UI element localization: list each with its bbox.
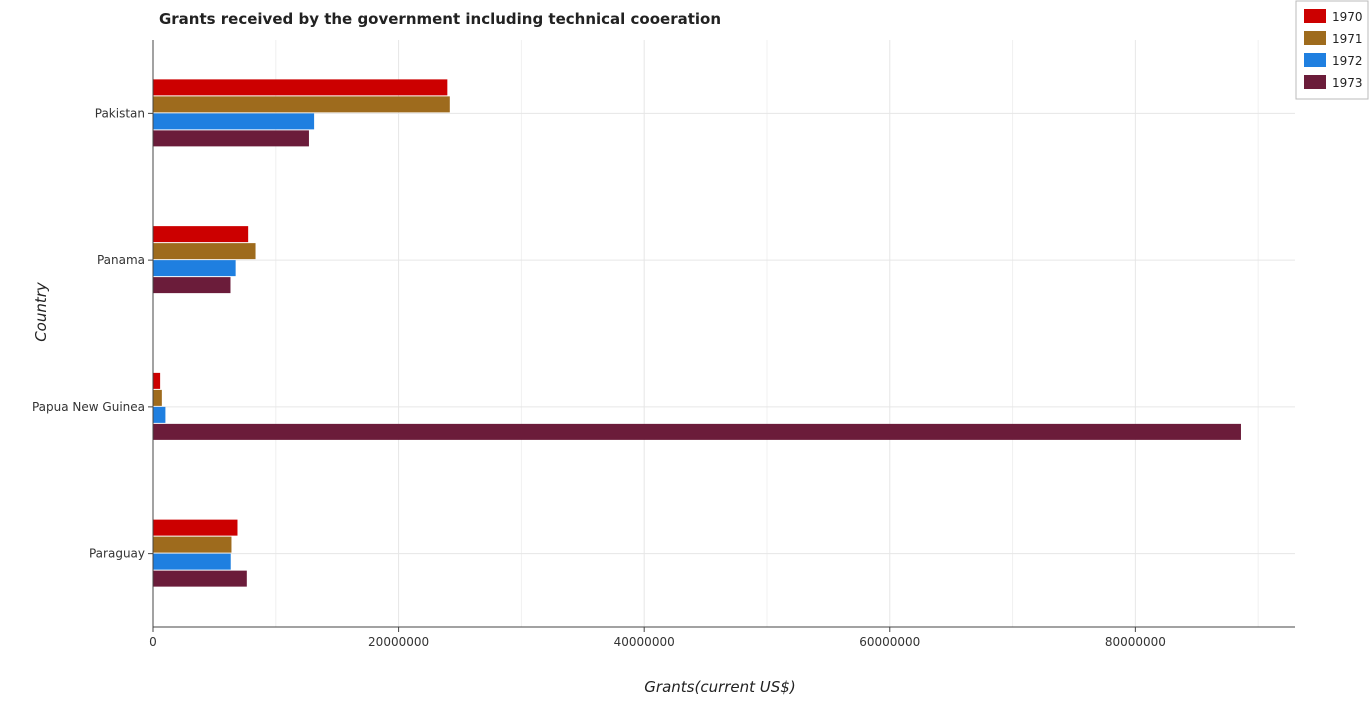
legend-swatch — [1304, 9, 1326, 23]
grid-lines — [152, 40, 1295, 627]
y-tick-label: Pakistan — [95, 106, 145, 120]
legend-label: 1971 — [1332, 32, 1363, 46]
bar — [153, 96, 450, 113]
bar — [153, 372, 161, 389]
bar — [153, 406, 166, 423]
bar — [153, 113, 315, 130]
legend-swatch — [1304, 75, 1326, 89]
bar — [153, 79, 448, 96]
legend-swatch — [1304, 31, 1326, 45]
bar — [153, 553, 231, 570]
y-tick-label: Papua New Guinea — [32, 400, 145, 414]
legend-label: 1972 — [1332, 54, 1363, 68]
x-tick-label: 0 — [149, 635, 157, 649]
y-tick-label: Panama — [97, 253, 145, 267]
x-tick-label: 4000000​0 — [614, 635, 675, 649]
x-axis-label: Grants(current US$) — [644, 678, 795, 696]
legend-swatch — [1304, 53, 1326, 67]
bar — [153, 277, 231, 294]
bar — [153, 389, 162, 406]
bar — [153, 570, 247, 587]
legend-label: 1970 — [1332, 10, 1363, 24]
x-tick-label: 2000000​0 — [368, 635, 429, 649]
y-tick-label: Paraguay — [89, 547, 145, 561]
legend-label: 1973 — [1332, 76, 1363, 90]
bar — [153, 260, 236, 277]
bar — [153, 226, 249, 243]
x-tick-label: 8000000​0 — [1105, 635, 1166, 649]
bar — [153, 423, 1241, 440]
axes: 0 2000000​0 4000000​0 6000000​0 8000000​0 Pak… — [32, 40, 1295, 649]
bars — [153, 79, 1241, 587]
y-axis-label: Country — [32, 281, 50, 342]
x-tick-label: 6000000​0 — [859, 635, 920, 649]
bar — [153, 130, 309, 147]
chart-title: Grants received by the government includ… — [159, 10, 721, 28]
bar — [153, 519, 238, 536]
legend: 1970 1971 1972 1973 — [1295, 0, 1369, 100]
bar — [153, 536, 232, 553]
bar — [153, 243, 256, 260]
